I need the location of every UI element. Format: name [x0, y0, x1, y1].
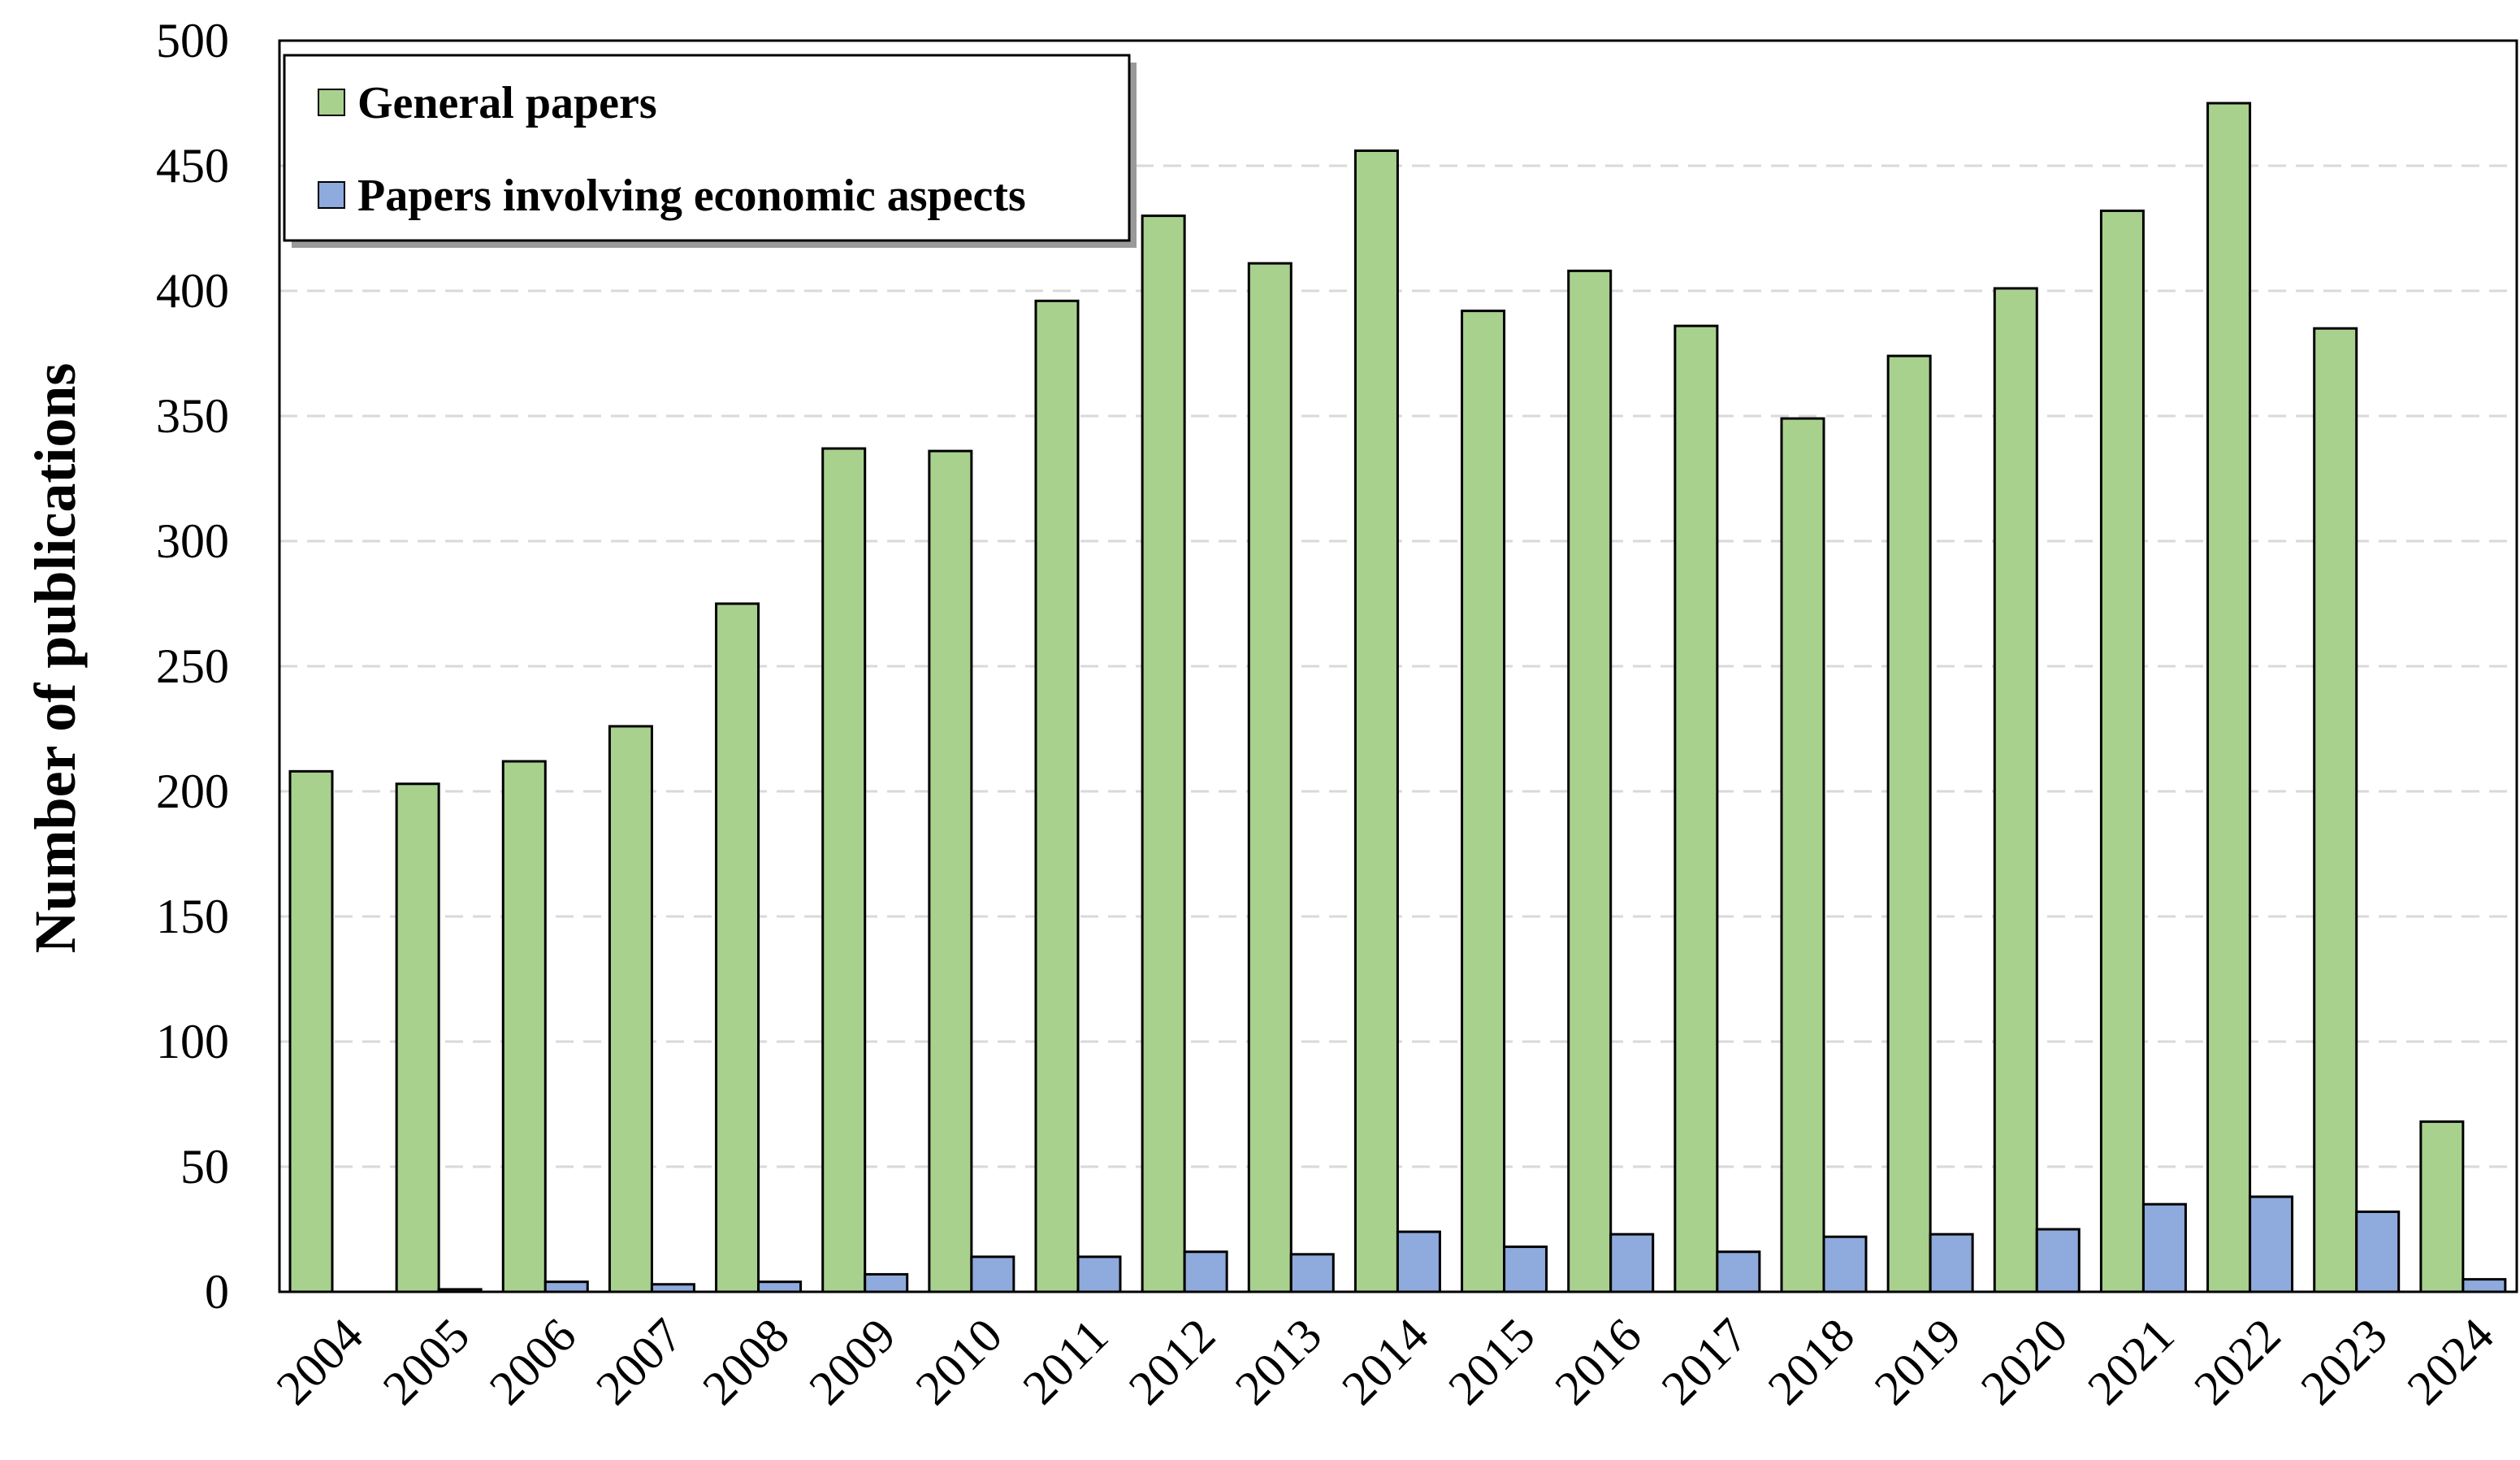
bar-economic-papers [2249, 1195, 2294, 1293]
y-tick-label: 50 [180, 1140, 229, 1194]
x-tick-label: 2022 [2184, 1308, 2291, 1415]
x-tick-label: 2009 [799, 1308, 906, 1415]
x-tick-label: 2024 [2397, 1308, 2505, 1415]
bar-general-papers [1886, 354, 1932, 1293]
y-tick-label: 0 [205, 1265, 229, 1319]
bar-general-papers [1247, 262, 1292, 1293]
bar-general-papers [501, 760, 547, 1293]
y-tick-label: 200 [156, 765, 229, 818]
legend: General papers Papers involving economic… [283, 54, 1137, 248]
legend-label-general-papers: General papers [357, 78, 657, 128]
x-tick-label: 2023 [2290, 1308, 2397, 1415]
bar-general-papers [288, 769, 334, 1293]
x-tick-label: 2004 [266, 1308, 374, 1415]
x-tick-label: 2018 [1758, 1308, 1865, 1415]
y-tick-label: 450 [156, 139, 229, 193]
x-tick-label: 2006 [479, 1308, 587, 1415]
bar-general-papers [2206, 102, 2252, 1293]
y-tick-label: 500 [156, 14, 229, 67]
y-axis-label: Number of publications [23, 363, 88, 954]
x-tick-label: 2010 [906, 1308, 1013, 1415]
x-tick-label: 2020 [1971, 1308, 2078, 1415]
bar-general-papers [1567, 269, 1613, 1293]
x-tick-label: 2017 [1652, 1308, 1759, 1415]
bar-general-papers [395, 782, 440, 1293]
x-tick-label: 2021 [2077, 1308, 2184, 1415]
bar-economic-papers [757, 1280, 803, 1293]
bar-economic-papers [1183, 1250, 1228, 1293]
y-tick-label: 100 [156, 1015, 229, 1068]
bar-economic-papers [2141, 1202, 2187, 1293]
x-tick-label: 2008 [692, 1308, 799, 1415]
bar-general-papers [1674, 324, 1719, 1293]
bars [288, 102, 2507, 1293]
bar-general-papers [2419, 1120, 2465, 1293]
bar-general-papers [821, 447, 867, 1293]
bar-economic-papers [2462, 1278, 2507, 1293]
bar-economic-papers [1822, 1235, 1868, 1293]
bar-economic-papers [970, 1255, 1015, 1293]
x-tick-label: 2019 [1864, 1308, 1972, 1415]
bar-economic-papers [1929, 1233, 1974, 1293]
bar-economic-papers [1609, 1233, 1655, 1293]
x-tick-label: 2015 [1438, 1308, 1545, 1415]
x-tick-label: 2005 [373, 1308, 480, 1415]
bar-general-papers [1353, 149, 1399, 1293]
y-tick-label: 300 [156, 514, 229, 568]
x-tick-label: 2013 [1225, 1308, 1332, 1415]
bar-general-papers [1780, 417, 1825, 1293]
bar-economic-papers [1289, 1253, 1335, 1293]
y-tick-label: 250 [156, 639, 229, 693]
legend-swatch-economic-papers [318, 181, 345, 209]
bar-general-papers [2099, 209, 2145, 1293]
bar-economic-papers [2035, 1228, 2081, 1293]
bar-economic-papers [2355, 1210, 2401, 1293]
bar-economic-papers [1716, 1250, 1761, 1293]
x-tick-label: 2014 [1331, 1308, 1439, 1415]
y-tick-label: 400 [156, 264, 229, 318]
bar-general-papers [928, 449, 973, 1293]
bar-economic-papers [864, 1272, 909, 1293]
legend-box [283, 54, 1131, 242]
bar-general-papers [1461, 310, 1506, 1293]
legend-swatch-general-papers [318, 89, 345, 116]
bar-economic-papers [1503, 1246, 1548, 1293]
y-tick-label: 150 [156, 890, 229, 943]
bar-general-papers [1141, 214, 1186, 1293]
bar-economic-papers [1076, 1255, 1122, 1293]
x-tick-label: 2016 [1544, 1308, 1652, 1415]
legend-label-economic-papers: Papers involving economic aspects [357, 171, 1026, 221]
bar-economic-papers [1396, 1230, 1441, 1293]
bar-economic-papers [543, 1280, 589, 1293]
x-tick-label: 2012 [1119, 1308, 1226, 1415]
bar-general-papers [2313, 327, 2358, 1293]
bar-general-papers [1993, 287, 2038, 1293]
x-axis-ticks: 2004 2005 2006 2007 2008 2009 2010 2011 2012 2013… [266, 1308, 2504, 1415]
x-tick-label: 2007 [586, 1308, 693, 1415]
bar-general-papers [608, 725, 653, 1293]
y-tick-label: 350 [156, 389, 229, 443]
plot-frame [278, 39, 2518, 1293]
y-axis-ticks: 0 50 100 150 200 250 300 350 400 450 500 [156, 14, 229, 1319]
x-tick-label: 2011 [1012, 1309, 1118, 1415]
bar-general-papers [1034, 299, 1080, 1293]
bar-general-papers [715, 602, 760, 1293]
